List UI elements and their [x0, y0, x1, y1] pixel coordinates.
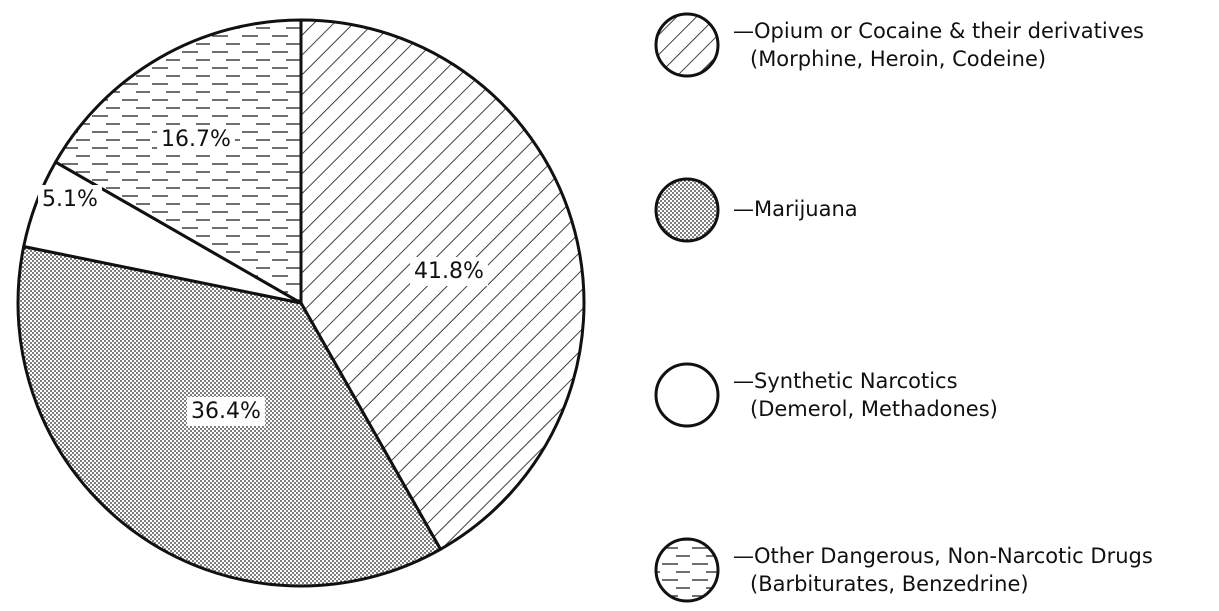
legend-swatch: [654, 362, 720, 428]
legend-label: —Synthetic Narcotics: [733, 369, 958, 393]
legend-note: (Barbiturates, Benzedrine): [750, 572, 1029, 596]
legend-label: —Other Dangerous, Non-Narcotic Drugs: [733, 544, 1153, 568]
slice-label-bg: [410, 257, 488, 286]
legend-swatch: [654, 537, 720, 603]
legend-swatch: [654, 12, 720, 78]
legend-note: (Morphine, Heroin, Codeine): [750, 47, 1046, 71]
legend-swatch: [654, 177, 720, 243]
slice-label: 5.1%: [42, 187, 98, 212]
slice-label-bg: [38, 185, 102, 214]
slice-label: 16.7%: [161, 127, 231, 152]
slice-label: 36.4%: [191, 399, 261, 424]
legend-label: —Opium or Cocaine & their derivatives: [733, 19, 1144, 43]
legend-note: (Demerol, Methadones): [750, 397, 998, 421]
pie-slice: [54, 18, 303, 305]
legend-label: —Marijuana: [733, 197, 858, 221]
slice-label-bg: [157, 125, 235, 154]
slice-label-bg: [187, 397, 265, 426]
slice-label: 41.8%: [414, 259, 484, 284]
